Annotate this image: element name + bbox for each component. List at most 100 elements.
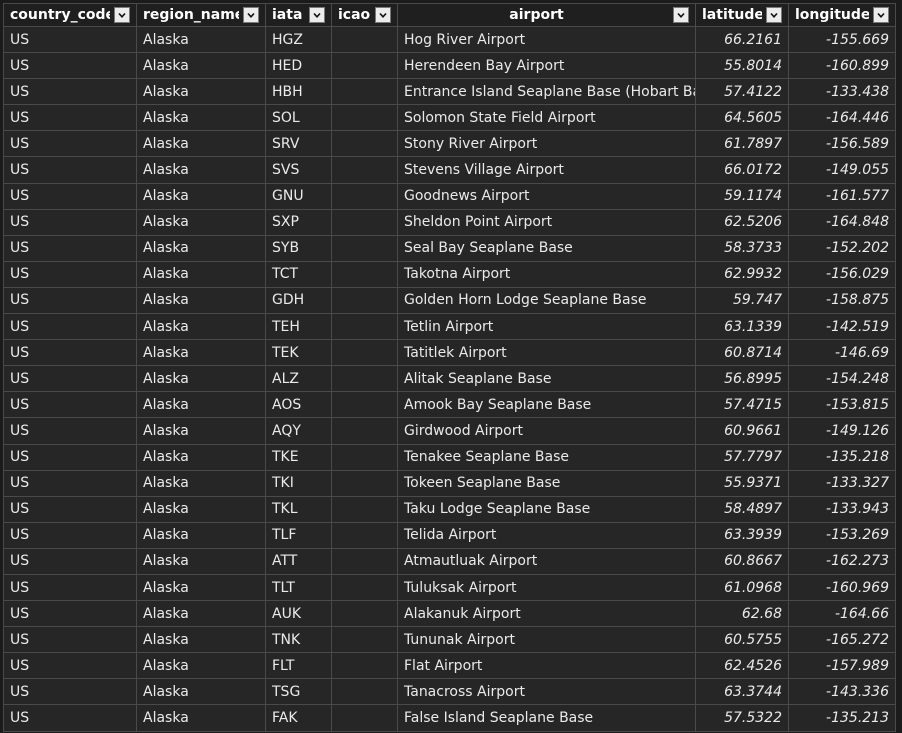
table-cell-latitude[interactable]: 62.4526 bbox=[696, 653, 789, 680]
table-cell-iata[interactable]: HED bbox=[266, 53, 332, 80]
table-cell-airport[interactable]: Alitak Seaplane Base bbox=[398, 366, 696, 393]
table-cell-longitude[interactable]: -133.943 bbox=[789, 496, 896, 523]
table-cell-country-code[interactable]: US bbox=[3, 679, 137, 706]
table-cell-airport[interactable]: Solomon State Field Airport bbox=[398, 105, 696, 132]
table-cell-country-code[interactable]: US bbox=[3, 27, 137, 54]
table-cell-latitude[interactable]: 62.9932 bbox=[696, 261, 789, 288]
table-cell-region-name[interactable]: Alaska bbox=[137, 105, 266, 132]
table-cell-latitude[interactable]: 58.3733 bbox=[696, 235, 789, 262]
table-cell-airport[interactable]: False Island Seaplane Base bbox=[398, 705, 696, 732]
table-cell-country-code[interactable]: US bbox=[3, 574, 137, 602]
table-cell-airport[interactable]: Telida Airport bbox=[398, 522, 696, 549]
table-cell-iata[interactable]: AOS bbox=[266, 392, 332, 419]
table-cell-icao[interactable] bbox=[332, 314, 398, 341]
table-cell-iata[interactable]: FAK bbox=[266, 705, 332, 732]
table-cell-airport[interactable]: Stevens Village Airport bbox=[398, 157, 696, 184]
table-cell-country-code[interactable]: US bbox=[3, 53, 137, 80]
table-cell-longitude[interactable]: -164.848 bbox=[789, 209, 896, 236]
table-cell-country-code[interactable]: US bbox=[3, 261, 137, 288]
table-cell-icao[interactable] bbox=[332, 470, 398, 497]
filter-dropdown-latitude[interactable] bbox=[766, 7, 782, 23]
table-cell-icao[interactable] bbox=[332, 653, 398, 680]
table-cell-latitude[interactable]: 62.5206 bbox=[696, 209, 789, 236]
table-cell-region-name[interactable]: Alaska bbox=[137, 287, 266, 315]
table-cell-iata[interactable]: TLT bbox=[266, 574, 332, 602]
table-cell-iata[interactable]: SRV bbox=[266, 131, 332, 158]
table-cell-latitude[interactable]: 57.4715 bbox=[696, 392, 789, 419]
table-cell-airport[interactable]: Tokeen Seaplane Base bbox=[398, 470, 696, 497]
table-cell-iata[interactable]: TEH bbox=[266, 314, 332, 341]
table-cell-latitude[interactable]: 62.68 bbox=[696, 601, 789, 628]
table-cell-country-code[interactable]: US bbox=[3, 392, 137, 419]
column-header-iata[interactable]: iata bbox=[266, 3, 332, 27]
table-cell-country-code[interactable]: US bbox=[3, 627, 137, 654]
table-cell-latitude[interactable]: 66.0172 bbox=[696, 157, 789, 184]
column-header-region-name[interactable]: region_name bbox=[137, 3, 266, 27]
column-header-longitude[interactable]: longitude bbox=[789, 3, 896, 27]
filter-dropdown-country-code[interactable] bbox=[114, 7, 130, 23]
table-cell-region-name[interactable]: Alaska bbox=[137, 366, 266, 393]
table-cell-longitude[interactable]: -135.218 bbox=[789, 444, 896, 471]
table-cell-longitude[interactable]: -161.577 bbox=[789, 183, 896, 210]
table-cell-longitude[interactable]: -157.989 bbox=[789, 653, 896, 680]
table-cell-latitude[interactable]: 60.5755 bbox=[696, 627, 789, 654]
table-cell-iata[interactable]: TKI bbox=[266, 470, 332, 497]
table-cell-latitude[interactable]: 63.3744 bbox=[696, 679, 789, 706]
table-cell-icao[interactable] bbox=[332, 183, 398, 210]
table-cell-icao[interactable] bbox=[332, 27, 398, 54]
table-cell-latitude[interactable]: 58.4897 bbox=[696, 496, 789, 523]
table-cell-region-name[interactable]: Alaska bbox=[137, 653, 266, 680]
table-cell-longitude[interactable]: -133.438 bbox=[789, 79, 896, 106]
table-cell-airport[interactable]: Girdwood Airport bbox=[398, 418, 696, 445]
table-cell-longitude[interactable]: -153.815 bbox=[789, 392, 896, 419]
table-cell-icao[interactable] bbox=[332, 366, 398, 393]
table-cell-longitude[interactable]: -146.69 bbox=[789, 340, 896, 367]
table-cell-region-name[interactable]: Alaska bbox=[137, 53, 266, 80]
table-cell-region-name[interactable]: Alaska bbox=[137, 470, 266, 497]
table-cell-airport[interactable]: Hog River Airport bbox=[398, 27, 696, 54]
table-cell-airport[interactable]: Tetlin Airport bbox=[398, 314, 696, 341]
table-cell-country-code[interactable]: US bbox=[3, 496, 137, 523]
table-cell-latitude[interactable]: 57.5322 bbox=[696, 705, 789, 732]
table-cell-latitude[interactable]: 57.4122 bbox=[696, 79, 789, 106]
table-cell-icao[interactable] bbox=[332, 574, 398, 602]
table-cell-region-name[interactable]: Alaska bbox=[137, 679, 266, 706]
table-cell-region-name[interactable]: Alaska bbox=[137, 522, 266, 549]
table-cell-country-code[interactable]: US bbox=[3, 653, 137, 680]
table-cell-iata[interactable]: SXP bbox=[266, 209, 332, 236]
table-cell-iata[interactable]: HBH bbox=[266, 79, 332, 106]
table-cell-iata[interactable]: SVS bbox=[266, 157, 332, 184]
table-cell-airport[interactable]: Tanacross Airport bbox=[398, 679, 696, 706]
table-cell-latitude[interactable]: 55.8014 bbox=[696, 53, 789, 80]
table-cell-iata[interactable]: AQY bbox=[266, 418, 332, 445]
table-cell-longitude[interactable]: -149.126 bbox=[789, 418, 896, 445]
table-cell-country-code[interactable]: US bbox=[3, 366, 137, 393]
table-cell-airport[interactable]: Amook Bay Seaplane Base bbox=[398, 392, 696, 419]
table-cell-iata[interactable]: TNK bbox=[266, 627, 332, 654]
table-cell-icao[interactable] bbox=[332, 548, 398, 575]
table-cell-airport[interactable]: Taku Lodge Seaplane Base bbox=[398, 496, 696, 523]
table-cell-longitude[interactable]: -152.202 bbox=[789, 235, 896, 262]
table-cell-country-code[interactable]: US bbox=[3, 548, 137, 575]
table-cell-country-code[interactable]: US bbox=[3, 340, 137, 367]
table-cell-airport[interactable]: Tenakee Seaplane Base bbox=[398, 444, 696, 471]
table-cell-iata[interactable]: TCT bbox=[266, 261, 332, 288]
table-cell-icao[interactable] bbox=[332, 679, 398, 706]
table-cell-icao[interactable] bbox=[332, 705, 398, 732]
table-cell-region-name[interactable]: Alaska bbox=[137, 183, 266, 210]
table-cell-region-name[interactable]: Alaska bbox=[137, 209, 266, 236]
column-header-icao[interactable]: icao bbox=[332, 3, 398, 27]
table-cell-icao[interactable] bbox=[332, 287, 398, 315]
table-cell-country-code[interactable]: US bbox=[3, 131, 137, 158]
table-cell-latitude[interactable]: 60.8714 bbox=[696, 340, 789, 367]
table-cell-iata[interactable]: HGZ bbox=[266, 27, 332, 54]
table-cell-airport[interactable]: Golden Horn Lodge Seaplane Base bbox=[398, 287, 696, 315]
table-cell-longitude[interactable]: -162.273 bbox=[789, 548, 896, 575]
table-cell-region-name[interactable]: Alaska bbox=[137, 131, 266, 158]
table-cell-icao[interactable] bbox=[332, 131, 398, 158]
table-cell-region-name[interactable]: Alaska bbox=[137, 314, 266, 341]
table-cell-iata[interactable]: AUK bbox=[266, 601, 332, 628]
table-cell-country-code[interactable]: US bbox=[3, 444, 137, 471]
table-cell-airport[interactable]: Herendeen Bay Airport bbox=[398, 53, 696, 80]
table-cell-iata[interactable]: TEK bbox=[266, 340, 332, 367]
